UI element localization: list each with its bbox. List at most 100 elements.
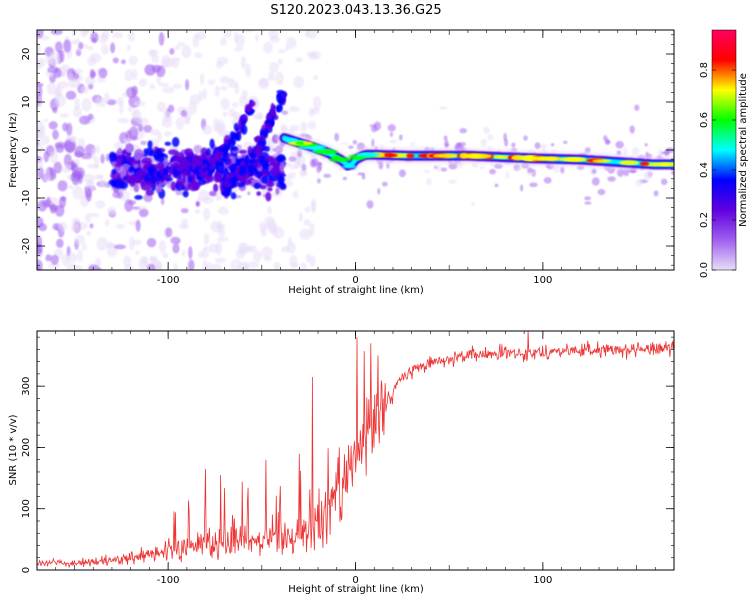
spectrogram-blob — [504, 138, 509, 147]
spectrogram-blob — [127, 200, 137, 205]
spectrogram-blob — [488, 168, 497, 175]
spectrogram-blob — [100, 153, 105, 164]
spectrogram-blob — [329, 157, 352, 162]
spectrogram-blob — [150, 138, 159, 150]
spectrogram-blob — [124, 69, 134, 82]
spectrogram-blob — [398, 169, 406, 178]
spectrogram-blob — [259, 184, 267, 190]
spectrogram-blob — [459, 152, 469, 159]
spectrogram-blob — [277, 58, 283, 65]
spectrogram-blob — [188, 246, 193, 260]
spectrogram-blob — [133, 100, 146, 107]
spectrogram-blob — [48, 196, 59, 207]
spectrogram-blob — [180, 110, 188, 118]
spectrogram-blob — [43, 118, 48, 123]
spectrogram-blob — [50, 254, 59, 265]
spectrogram-blob — [202, 88, 207, 100]
spectrogram-blob — [185, 166, 190, 173]
spectrogram-blob — [292, 190, 299, 199]
spectrogram-blob — [287, 236, 292, 246]
spectrogram-blob — [220, 37, 227, 46]
spectrogram-blob — [260, 134, 265, 142]
spectrogram-blob — [72, 185, 84, 200]
spectrogram-blob — [95, 200, 106, 209]
snr-y-tick-label: 100 — [21, 499, 32, 518]
spectrogram-blob — [251, 163, 263, 168]
spectrogram-blob — [87, 113, 94, 120]
spectrogram-blob — [79, 115, 91, 125]
spectrogram-blob — [377, 188, 381, 195]
spectrogram-blob — [209, 190, 217, 197]
spectrogram-blob — [37, 82, 44, 88]
spectrogram-blob — [53, 161, 63, 174]
spectrogram-blob — [236, 181, 246, 188]
spectrogram-blob — [223, 30, 233, 38]
spectrogram-blob — [295, 141, 305, 145]
spectrogram-blob — [162, 252, 169, 259]
spectrogram-blob — [68, 78, 80, 89]
spectrogram-blob — [57, 180, 68, 192]
spectrogram-blob — [313, 75, 319, 81]
spectrogram-blob — [202, 159, 206, 166]
spectrogram-blob — [112, 57, 119, 64]
spectrogram-blob — [111, 168, 117, 175]
spectrogram-blob — [100, 97, 106, 108]
spectrogram-blob — [138, 78, 148, 87]
spectrogram-blob — [247, 164, 255, 174]
spectrogram-blob — [222, 111, 228, 118]
spectrogram-blob — [440, 167, 448, 172]
spectrogram-blob — [161, 55, 171, 68]
spectrogram-blob — [366, 200, 374, 209]
spectrogram-blob — [77, 171, 83, 185]
spectrogram-blob — [55, 85, 63, 98]
spectrogram-blob — [271, 192, 282, 197]
spectrogram-blob — [247, 245, 257, 253]
spectrogram-blob — [316, 165, 322, 173]
spectrogram-blob — [134, 250, 140, 256]
spectrogram-blob — [173, 262, 178, 270]
spectrogram-blob — [631, 147, 640, 156]
spectrogram-blob — [206, 147, 212, 156]
spectrogram-blob — [133, 148, 145, 160]
spectrogram-blob — [240, 160, 246, 166]
spectrogram-blob — [423, 169, 431, 173]
spectrogram-blob — [213, 172, 221, 183]
spectrogram-blob — [247, 261, 260, 268]
spectrogram-blob — [311, 200, 316, 214]
spectrogram-blob — [141, 171, 146, 176]
spectrogram-blob — [591, 168, 597, 174]
spectrogram-blob — [116, 96, 124, 106]
spectrogram-blob — [254, 34, 259, 42]
spectrogram-blob — [448, 162, 458, 170]
spectrogram-blob — [435, 165, 442, 172]
spectrogram-blob — [657, 148, 663, 157]
spectrogram-blob — [158, 82, 169, 87]
spectrogram-blob — [260, 228, 268, 237]
spectrogram-blob — [174, 44, 180, 51]
spectrogram-blob — [104, 219, 110, 227]
spectrogram-blob — [185, 79, 190, 91]
spectrogram-blob — [268, 109, 277, 117]
spectrogram-blob — [202, 196, 214, 204]
spectrogram-blob — [257, 111, 263, 120]
spectrogram-blob — [127, 30, 135, 42]
spectrogram-blob — [307, 120, 317, 130]
spectrogram-blob — [230, 192, 237, 200]
spectrogram-blob — [216, 236, 229, 242]
spectrogram-blob — [82, 30, 91, 35]
spectrogram-blob — [37, 159, 44, 170]
colorbar-tick-label: 0.6 — [699, 112, 710, 128]
spectrogram-blob — [43, 168, 51, 182]
spectrogram-blob — [301, 164, 307, 171]
spectrogram-blob — [615, 141, 624, 149]
spectrogram-blob — [140, 140, 147, 146]
spectrogram-blob — [255, 142, 260, 153]
spectrogram-blob — [370, 126, 378, 133]
spectrogram-blob — [426, 178, 432, 186]
spectrogram-blob — [143, 124, 153, 133]
spectrogram-blob — [309, 255, 316, 267]
spectrogram-blob — [458, 142, 467, 147]
spectrogram-blob — [194, 157, 201, 163]
spectrogram-blob — [50, 30, 63, 35]
spectrogram-blob — [117, 147, 123, 157]
